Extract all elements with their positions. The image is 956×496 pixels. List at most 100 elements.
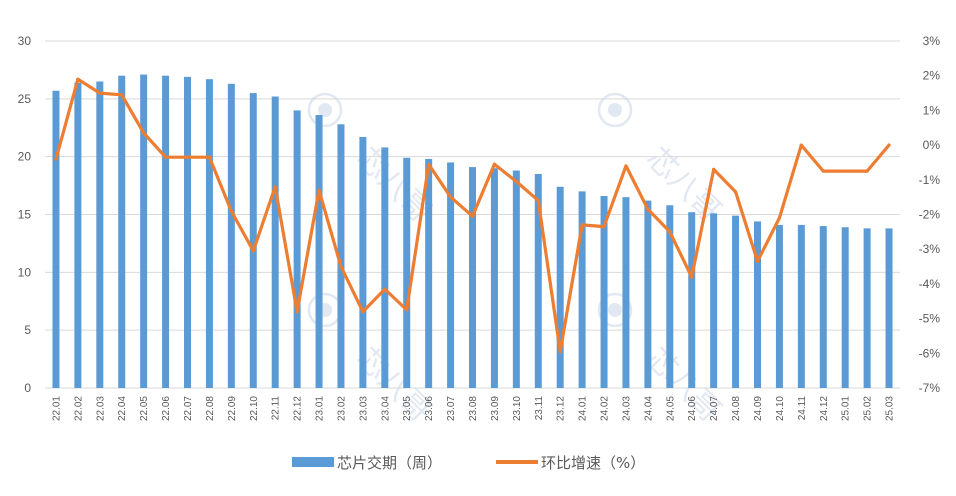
bar (710, 213, 718, 388)
right-axis: -7% -6% -5% -4% -3% -2% -1% 0% 1% 2% 3% (919, 34, 941, 395)
bar (490, 168, 498, 388)
bar (534, 174, 542, 388)
watermark-logo-dot (608, 103, 622, 117)
line-point (427, 162, 431, 166)
x-tick-label: 22.02 (73, 396, 84, 421)
x-tick-label: 22.01 (51, 396, 62, 421)
x-tick-label: 22.05 (139, 396, 150, 421)
bar (359, 137, 367, 388)
x-tick-label: 22.03 (95, 396, 106, 421)
watermark: 芯八哥 (597, 92, 728, 229)
x-tick-label: 24.04 (643, 396, 654, 421)
x-tick-label: 22.07 (183, 396, 194, 421)
y-left-tick-label: 20 (18, 150, 32, 164)
x-tick-label: 22.11 (271, 396, 282, 421)
line-point (712, 167, 716, 171)
x-tick-label: 23.08 (468, 396, 479, 421)
line-point (514, 179, 518, 184)
x-tick-label: 24.12 (819, 396, 830, 421)
x-tick-label: 24.02 (600, 396, 611, 421)
x-tick-label: 25.03 (885, 396, 896, 421)
y-left-tick-label: 5 (24, 323, 31, 337)
bar (271, 96, 279, 389)
line-point (624, 164, 628, 168)
bar (797, 224, 805, 388)
y-right-tick-label: -5% (919, 312, 941, 326)
bar (775, 224, 783, 388)
y-right-tick-label: -3% (919, 242, 941, 256)
line-series (54, 77, 891, 354)
watermark-logo-dot (608, 303, 622, 317)
legend-label-line: 环比增速（%） (541, 454, 645, 472)
bar-series (52, 74, 893, 389)
x-tick-label: 24.01 (578, 396, 589, 421)
bar (425, 158, 433, 388)
x-axis: 22.01 22.02 22.03 22.04 22.05 22.06 22.07 22.08… (51, 396, 895, 421)
x-tick-label: 23.10 (512, 396, 523, 421)
line-point (821, 169, 825, 173)
line-point (580, 223, 584, 227)
x-tick-label: 23.07 (446, 396, 457, 421)
y-right-tick-label: -6% (919, 346, 941, 360)
x-tick-label: 24.10 (775, 396, 786, 421)
bar (205, 79, 213, 389)
y-right-tick-label: -1% (919, 173, 941, 187)
bar (249, 93, 257, 389)
bar (732, 215, 740, 388)
line-point (251, 249, 255, 253)
bar (863, 228, 871, 388)
x-tick-label: 23.12 (556, 396, 567, 421)
line-point (339, 264, 343, 269)
y-right-tick-label: 1% (923, 103, 941, 117)
line-point (98, 91, 102, 95)
x-tick-label: 24.08 (731, 396, 742, 421)
x-tick-label: 22.08 (205, 396, 216, 421)
bar (162, 75, 170, 388)
y-left-tick-label: 25 (18, 92, 32, 106)
line-point (76, 77, 80, 81)
x-tick-label: 25.02 (863, 396, 874, 421)
y-left-tick-label: 30 (18, 34, 32, 48)
watermark-logo-icon (307, 92, 343, 128)
line-point (207, 155, 212, 159)
line-point (361, 310, 365, 314)
line-point (887, 143, 891, 147)
watermark-logo-dot (318, 103, 332, 117)
line-point (690, 275, 694, 279)
bar (315, 115, 323, 388)
line-point (755, 259, 760, 263)
x-tick-label: 23.06 (424, 396, 435, 421)
x-tick-label: 24.05 (665, 396, 676, 421)
line-point (317, 188, 321, 192)
x-tick-label: 22.04 (117, 396, 128, 421)
line-point (865, 169, 869, 173)
bar (600, 195, 608, 388)
bar (118, 75, 126, 388)
line-point (646, 207, 650, 211)
line-point (54, 157, 58, 161)
y-right-tick-label: -7% (919, 381, 941, 395)
bar (556, 186, 564, 388)
watermark: 芯八哥 (307, 92, 438, 229)
x-tick-label: 23.03 (358, 396, 369, 421)
y-right-tick-label: 0% (923, 138, 941, 152)
y-left-tick-label: 10 (18, 265, 32, 279)
y-left-tick-label: 0 (24, 381, 31, 395)
x-tick-label: 22.10 (249, 396, 260, 421)
line-point (229, 209, 233, 213)
x-tick-label: 22.12 (293, 396, 304, 421)
x-tick-label: 23.04 (380, 396, 391, 421)
bar (447, 162, 455, 388)
x-tick-label: 23.01 (315, 396, 326, 421)
line-point (185, 155, 190, 159)
bar (666, 205, 674, 388)
legend-swatch-bar (292, 457, 334, 467)
line-point (777, 216, 782, 220)
line-point (142, 131, 146, 135)
legend: 芯片交期（周） 环比增速（%） (292, 454, 645, 472)
bar (841, 227, 849, 388)
line-point (163, 155, 168, 159)
bar (184, 76, 191, 389)
